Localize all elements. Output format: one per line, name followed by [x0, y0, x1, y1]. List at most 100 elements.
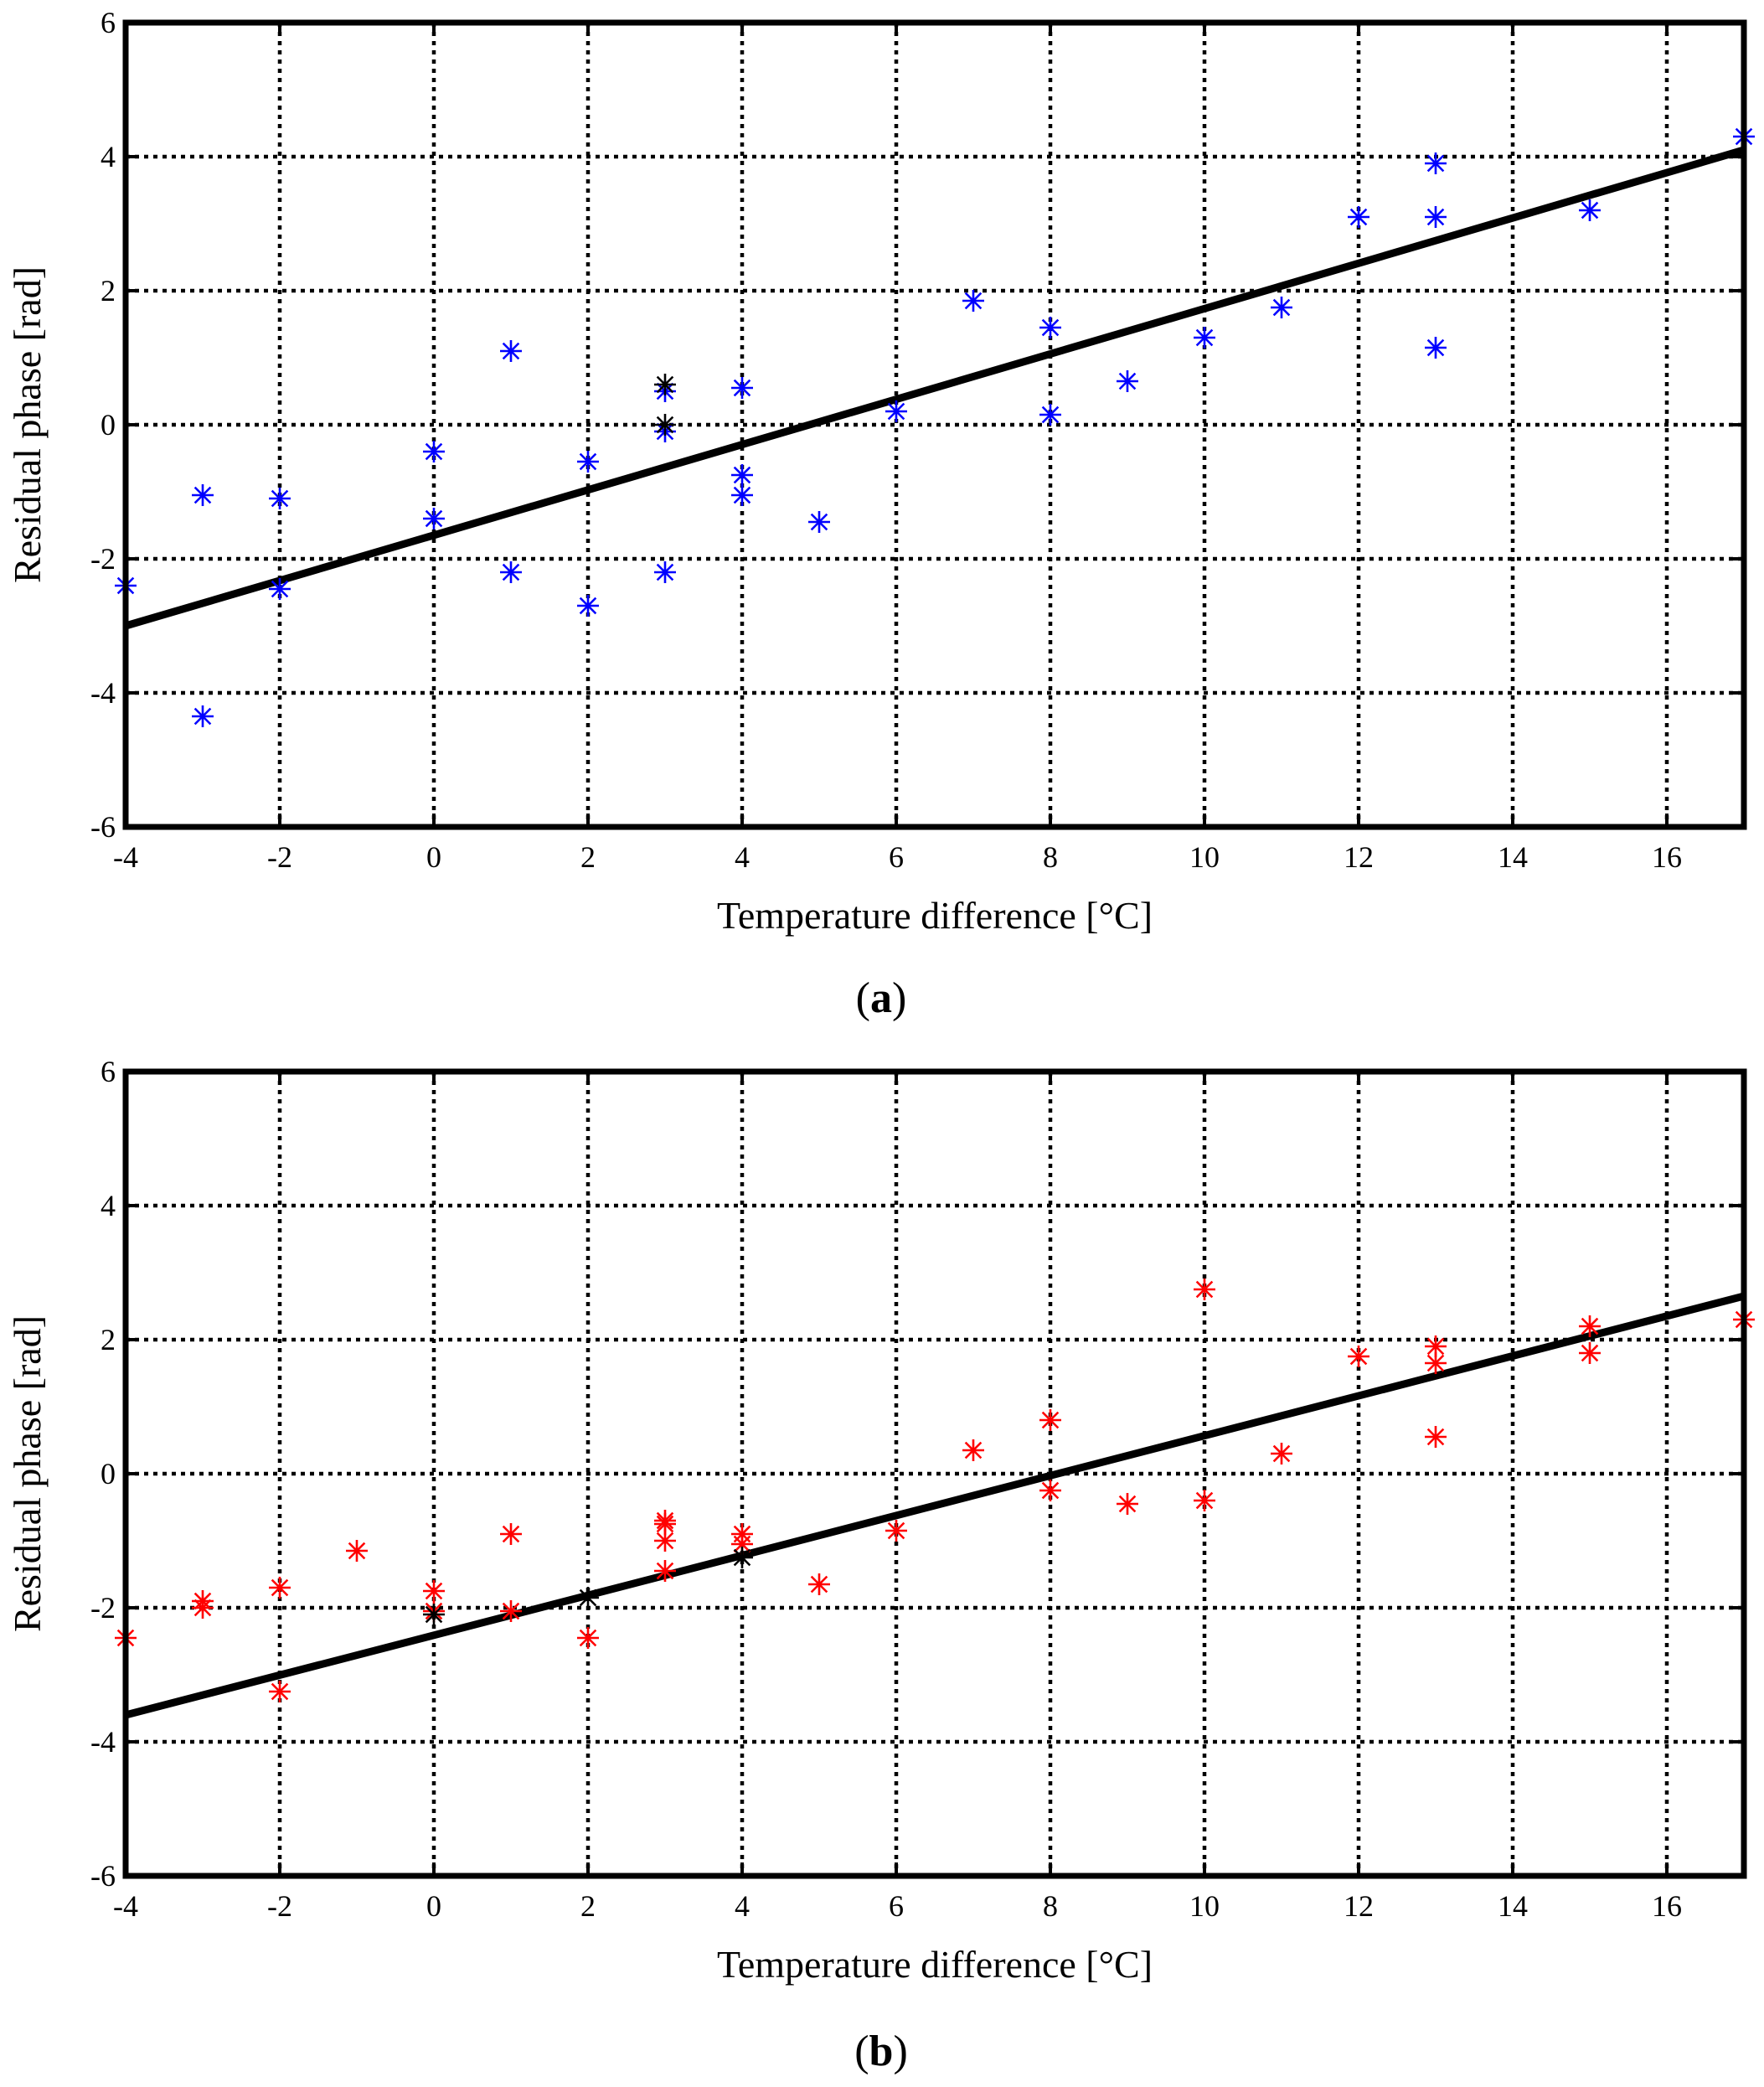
y-tick-label: -2 [90, 1591, 116, 1625]
x-tick-label: 8 [1043, 840, 1058, 874]
x-axis-label-b: Temperature difference [°C] [717, 1943, 1153, 1986]
panel-caption-b: (b) [854, 2028, 908, 2075]
data-point-marker [1425, 1352, 1447, 1374]
data-point-marker [1425, 152, 1447, 174]
data-point-marker [1117, 370, 1138, 392]
data-point-marker [423, 508, 445, 529]
data-point-marker [192, 484, 214, 506]
data-point-marker [731, 377, 753, 399]
data-point-marker [654, 414, 676, 436]
data-point-marker [808, 511, 830, 533]
data-point-marker [808, 1573, 830, 1595]
data-point-marker [500, 561, 522, 583]
data-point-marker [577, 1587, 599, 1609]
x-tick-label: 4 [735, 1889, 750, 1923]
data-point-marker [1579, 1342, 1601, 1364]
data-point-marker [731, 464, 753, 486]
x-tick-label: 2 [580, 840, 596, 874]
x-tick-label: -4 [113, 1889, 138, 1923]
y-tick-label: 6 [101, 1055, 116, 1088]
y-tick-label: -6 [90, 810, 116, 844]
x-tick-label: 6 [889, 1889, 904, 1923]
panel-letter-b: b [869, 2028, 894, 2075]
data-point-marker [1117, 1493, 1138, 1515]
data-point-marker [962, 1439, 984, 1461]
x-tick-label: 6 [889, 840, 904, 874]
fit-line-a [124, 146, 1746, 630]
x-tick-label: 12 [1344, 1889, 1374, 1923]
data-point-marker [269, 1681, 291, 1702]
data-point-marker [962, 290, 984, 312]
x-tick-label: 14 [1498, 1889, 1528, 1923]
y-tick-label: 4 [101, 1189, 116, 1222]
panel-caption-a: (a) [856, 974, 907, 1022]
data-point-marker [1039, 1409, 1061, 1431]
x-tick-label: 4 [735, 840, 750, 874]
data-point-marker [654, 561, 676, 583]
data-point-marker [654, 1530, 676, 1552]
data-point-marker [1425, 1426, 1447, 1448]
data-points-b [115, 1279, 1755, 1702]
x-tick-label: 10 [1189, 840, 1220, 874]
data-point-marker [423, 1580, 445, 1602]
y-tick-labels-b: -6 -4 -2 0 2 4 6 [90, 1055, 116, 1893]
y-tick-label: -4 [90, 1725, 116, 1759]
grid-lines-a [123, 20, 1744, 829]
regression-line [124, 1292, 1746, 1719]
y-axis-label-b: Residual phase [rad] [6, 1315, 49, 1632]
grid-lines-b [123, 1069, 1744, 1878]
y-tick-label: -4 [90, 676, 116, 710]
y-tick-label: -6 [90, 1859, 116, 1893]
data-point-marker [346, 1540, 368, 1562]
y-tick-labels-a: -6 -4 -2 0 2 4 6 [90, 6, 116, 844]
x-tick-label: 8 [1043, 1889, 1058, 1923]
y-tick-label: 0 [101, 408, 116, 442]
x-tick-labels-a: -4 -2 0 2 4 6 8 10 12 14 16 [113, 840, 1682, 874]
panel-letter-a: a [870, 974, 892, 1022]
data-point-marker [1579, 199, 1601, 221]
data-point-marker [500, 1600, 522, 1622]
x-tick-label: 10 [1189, 1889, 1220, 1923]
x-tick-label: -2 [267, 840, 292, 874]
data-point-marker [423, 1604, 445, 1625]
x-tick-label: 16 [1652, 1889, 1682, 1923]
data-point-marker [1348, 1346, 1369, 1367]
data-point-marker [1271, 297, 1292, 318]
data-point-marker [731, 1533, 753, 1555]
x-tick-label: 12 [1344, 840, 1374, 874]
y-tick-label: 0 [101, 1457, 116, 1490]
data-point-marker [731, 484, 753, 506]
data-point-marker [1271, 1443, 1292, 1465]
x-tick-labels-b: -4 -2 0 2 4 6 8 10 12 14 16 [113, 1889, 1682, 1923]
data-point-marker [500, 340, 522, 362]
data-point-marker [654, 374, 676, 395]
data-point-marker [1194, 1490, 1215, 1511]
plot-frame-b [122, 1068, 1747, 1879]
x-tick-label: 2 [580, 1889, 596, 1923]
data-point-marker [1579, 1315, 1601, 1337]
x-tick-label: 14 [1498, 840, 1528, 874]
fit-line-b [124, 1292, 1746, 1719]
data-point-marker [1194, 1279, 1215, 1300]
y-tick-label: 6 [101, 6, 116, 39]
data-point-marker [1039, 1480, 1061, 1501]
data-point-marker [885, 400, 907, 422]
data-point-marker [577, 595, 599, 617]
data-point-marker [654, 1560, 676, 1582]
data-point-marker [192, 705, 214, 727]
data-point-marker [500, 1523, 522, 1545]
y-tick-label: 2 [101, 274, 116, 307]
x-tick-label: 16 [1652, 840, 1682, 874]
x-tick-label: 0 [426, 1889, 441, 1923]
data-point-marker [1425, 337, 1447, 359]
x-tick-label: -2 [267, 1889, 292, 1923]
data-point-marker [577, 1627, 599, 1649]
data-point-marker [731, 1547, 753, 1568]
data-point-marker [654, 1513, 676, 1535]
data-point-marker [269, 578, 291, 600]
data-point-marker [1348, 206, 1369, 228]
y-tick-label: 2 [101, 1323, 116, 1356]
